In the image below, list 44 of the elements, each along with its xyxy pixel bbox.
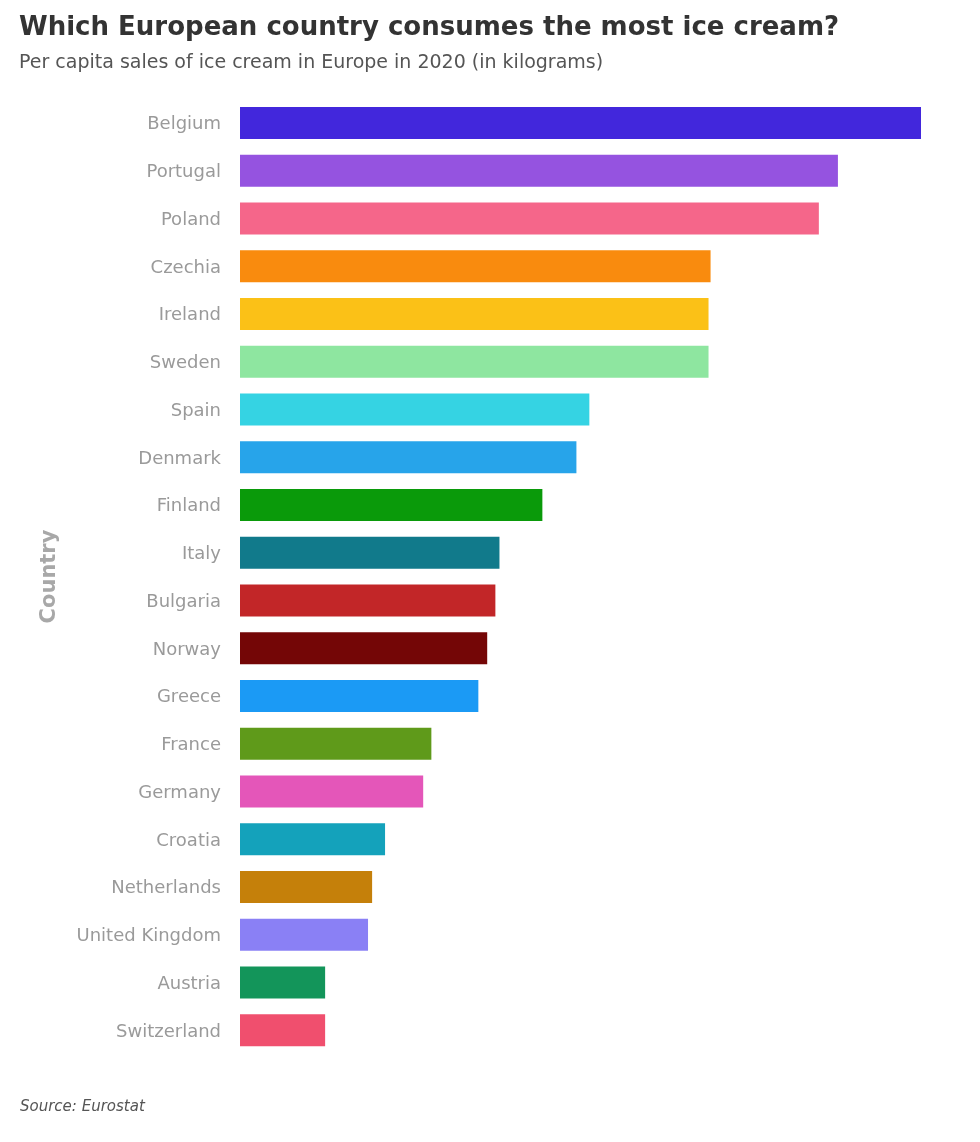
chart-title: Which European country consumes the most ice cream?	[19, 11, 840, 41]
y-tick-label: Ireland	[158, 303, 221, 325]
y-tick-label: Spain	[170, 398, 221, 420]
y-tick-label: Norway	[152, 637, 222, 659]
bar	[240, 393, 590, 426]
bar	[240, 823, 386, 856]
bar	[240, 775, 424, 808]
y-tick-label: Czechia	[150, 255, 221, 277]
bar	[240, 488, 543, 521]
bar	[240, 536, 500, 569]
y-tick-label: Poland	[160, 207, 221, 229]
bar	[240, 918, 369, 951]
y-tick-label: Austria	[157, 971, 221, 993]
bar	[240, 154, 838, 187]
y-tick-label: Portugal	[146, 160, 221, 182]
y-tick-label: Switzerland	[116, 1019, 221, 1041]
bar	[240, 870, 373, 903]
y-tick-label: Netherlands	[111, 876, 221, 898]
bar	[240, 345, 709, 378]
bar	[240, 106, 921, 139]
y-tick-label: Finland	[156, 494, 221, 516]
bar	[240, 202, 819, 235]
y-tick-label: United Kingdom	[76, 924, 221, 946]
y-tick-label: Belgium	[147, 112, 221, 134]
y-tick-label: Bulgaria	[146, 589, 221, 611]
y-axis-title: Country	[35, 529, 60, 624]
source-note: Source: Eurostat	[20, 1096, 146, 1115]
bar	[240, 679, 479, 712]
y-tick-label: France	[161, 733, 221, 755]
y-tick-label: Denmark	[138, 446, 222, 468]
y-tick-label: Croatia	[156, 828, 221, 850]
bar	[240, 966, 326, 999]
y-tick-label: Sweden	[149, 351, 221, 373]
y-tick-label: Italy	[181, 542, 222, 564]
bar	[240, 297, 709, 330]
bar	[240, 441, 577, 474]
chart-subtitle: Per capita sales of ice cream in Europe in 2020 (in kilograms)	[19, 49, 604, 72]
bar	[240, 727, 432, 760]
bar	[240, 632, 488, 665]
bar	[240, 584, 496, 617]
bar	[240, 250, 711, 283]
y-tick-label: Germany	[138, 780, 222, 802]
bar	[240, 1014, 326, 1047]
y-tick-label: Greece	[156, 685, 221, 707]
